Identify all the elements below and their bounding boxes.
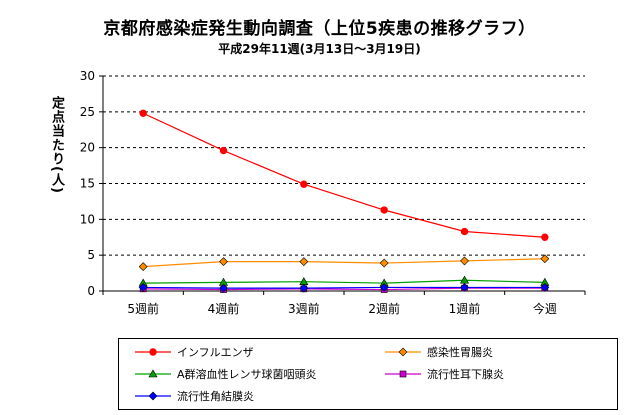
chart-title: 京都府感染症発生動向調査（上位5疾患の推移グラフ） xyxy=(103,19,536,39)
series-2 xyxy=(138,275,550,287)
legend-swatch-icon xyxy=(385,370,421,378)
data-point xyxy=(299,257,309,267)
x-tick-label: 1週前 xyxy=(449,301,481,316)
series-0 xyxy=(139,109,549,241)
y-tick-label: 30 xyxy=(80,69,95,83)
y-axis-label: 定点当たり(人) xyxy=(49,96,64,194)
series-1 xyxy=(138,254,550,272)
legend-item: インフルエンザ xyxy=(133,344,254,360)
legend-marker xyxy=(149,348,157,356)
legend-item: 流行性角結膜炎 xyxy=(133,388,254,404)
y-tick-label: 0 xyxy=(87,284,95,298)
series-line xyxy=(143,287,545,291)
legend-label: 流行性耳下腺炎 xyxy=(427,368,504,381)
data-point xyxy=(379,282,389,292)
legend-swatch-icon xyxy=(135,369,171,378)
legend-swatch-icon xyxy=(135,348,171,356)
legend-item: A群溶血性レンサ球菌咽頭炎 xyxy=(133,366,317,382)
series-line xyxy=(142,112,545,238)
series-line xyxy=(143,258,545,268)
legend-label: インフルエンザ xyxy=(177,346,254,359)
x-tick-label: 今週 xyxy=(533,301,557,316)
data-point xyxy=(219,257,228,267)
data-point xyxy=(460,227,469,236)
legend-marker xyxy=(398,347,408,357)
line-chart: 0 5 10 15 20 25 30 5週前 4週前 3週前 2週前 1週前 今週 xyxy=(80,69,586,316)
legend-swatch-icon xyxy=(385,347,421,357)
legend-marker xyxy=(399,370,407,378)
x-tick-label: 2週前 xyxy=(368,301,400,316)
data-point xyxy=(299,283,309,293)
data-point xyxy=(138,262,148,272)
data-point xyxy=(460,282,469,292)
legend-label: A群溶血性レンサ球菌咽頭炎 xyxy=(177,368,317,381)
legend-label: 感染性胃腸炎 xyxy=(427,346,493,359)
legend-marker xyxy=(148,369,158,378)
data-point xyxy=(300,180,308,188)
data-point xyxy=(219,283,228,293)
y-tick-label: 10 xyxy=(80,212,95,226)
series-line xyxy=(143,286,545,289)
data-point xyxy=(219,146,228,155)
data-point xyxy=(138,282,148,292)
data-point xyxy=(540,282,550,292)
x-tick-label: 4週前 xyxy=(208,301,240,316)
legend-swatch-icon xyxy=(135,391,171,401)
data-point xyxy=(460,256,469,266)
y-tick-label: 15 xyxy=(80,177,95,191)
data-point xyxy=(380,206,388,214)
data-point xyxy=(540,254,550,264)
x-tick-label: 5週前 xyxy=(127,301,159,316)
data-point xyxy=(541,233,549,241)
data-point xyxy=(379,258,389,268)
legend-label: 流行性角結膜炎 xyxy=(177,390,254,403)
legend-item: 感染性胃腸炎 xyxy=(383,344,493,360)
legend-marker xyxy=(148,391,158,401)
y-tick-label: 20 xyxy=(80,141,95,155)
y-tick-label: 25 xyxy=(80,105,95,119)
x-tick-label: 3週前 xyxy=(288,301,320,316)
chart-subtitle: 平成29年11週(3月13日～3月19日) xyxy=(218,42,421,56)
chart-legend: インフルエンザ 感染性胃腸炎 A群溶血性レンサ球菌咽頭炎 流行性耳下腺炎 流行性… xyxy=(118,338,618,410)
y-tick-label: 5 xyxy=(87,248,95,262)
legend-item: 流行性耳下腺炎 xyxy=(383,366,504,382)
data-point xyxy=(139,109,147,117)
series-4 xyxy=(138,282,550,293)
series-line xyxy=(143,279,545,284)
